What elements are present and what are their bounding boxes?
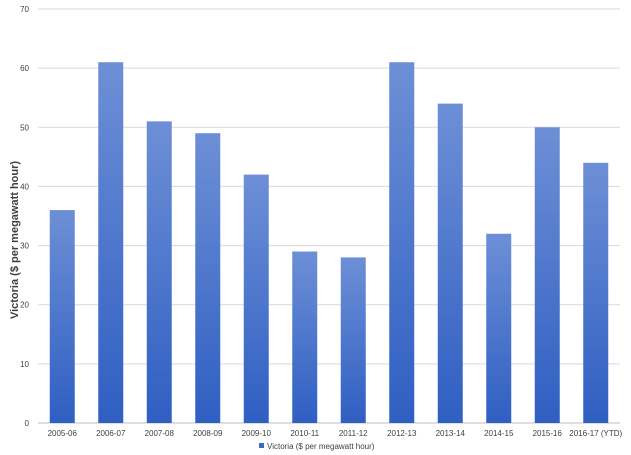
- y-tick-label: 50: [20, 123, 29, 132]
- x-tick-label: 2008-09: [193, 429, 223, 438]
- bar-2013-14: [437, 103, 463, 423]
- y-tick-label: 0: [25, 419, 30, 428]
- bar-2011-12: [340, 257, 366, 423]
- bar-2006-07: [98, 62, 124, 423]
- bar-2014-15: [486, 233, 512, 423]
- bars: [49, 62, 609, 424]
- x-tick-label: 2010-11: [290, 429, 319, 438]
- bar-2007-08: [146, 121, 172, 423]
- x-tick-label: 2009-10: [242, 429, 272, 438]
- y-axis-label: Victoria ($ per megawatt hour): [9, 161, 21, 319]
- bar-2005-06: [49, 210, 75, 423]
- y-tick-label: 10: [20, 360, 29, 369]
- y-tick-label: 40: [20, 182, 29, 191]
- bar-2015-16: [534, 127, 560, 424]
- bar-2009-10: [243, 174, 269, 423]
- bar-2008-09: [195, 133, 221, 423]
- bar-2010-11: [292, 251, 318, 423]
- bar-2012-13: [389, 62, 415, 423]
- x-tick-label: 2014-15: [484, 429, 514, 438]
- x-tick-label: 2007-08: [145, 429, 175, 438]
- y-tick-label: 60: [20, 64, 29, 73]
- x-tick-label: 2011-12: [339, 429, 368, 438]
- legend-label: Victoria ($ per megawatt hour): [267, 442, 375, 451]
- y-axis-ticks: 0 10 20 30 40 50 60 70: [20, 5, 29, 428]
- y-tick-label: 30: [20, 242, 29, 251]
- x-tick-label: 2005-06: [48, 429, 78, 438]
- x-tick-label: 2013-14: [436, 429, 466, 438]
- legend: Victoria ($ per megawatt hour): [259, 442, 375, 451]
- y-tick-label: 20: [20, 301, 29, 310]
- x-tick-label: 2015-16: [533, 429, 563, 438]
- y-tick-label: 70: [20, 5, 29, 14]
- bar-2016-17 (YTD): [583, 162, 609, 423]
- x-tick-label: 2016-17 (YTD): [569, 429, 622, 438]
- legend-swatch: [259, 443, 264, 448]
- x-tick-label: 2012-13: [387, 429, 417, 438]
- gridlines: [38, 8, 620, 424]
- x-tick-label: 2006-07: [96, 429, 126, 438]
- x-axis-ticks: 2005-06 2006-07 2007-08 2008-09 2009-10 2010-…: [48, 429, 623, 438]
